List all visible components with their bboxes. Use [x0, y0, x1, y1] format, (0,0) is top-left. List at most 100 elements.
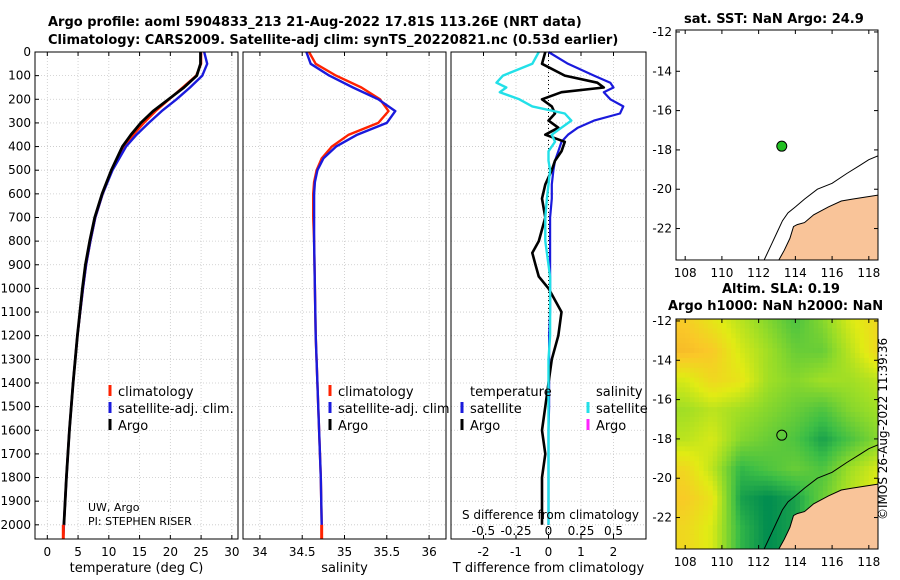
heatmap-cell: [694, 416, 700, 422]
heatmap-cell: [868, 460, 875, 467]
heatmap-cell: [767, 322, 774, 329]
shelf-contour: [763, 155, 878, 260]
heatmap-cell: [698, 347, 705, 354]
heatmap-cell: [685, 411, 691, 417]
depth-tick-label: 700: [8, 210, 31, 224]
heatmap-cell: [676, 421, 682, 427]
heatmap-cell: [721, 445, 728, 452]
heatmap-cell: [735, 455, 741, 462]
heatmap-cell: [685, 416, 691, 422]
heatmap-cell: [721, 391, 728, 398]
heatmap-cell: [735, 539, 741, 545]
heatmap-cell: [873, 426, 878, 432]
heatmap-cell: [864, 450, 870, 457]
heatmap-cell: [726, 386, 732, 393]
heatmap-cell: [703, 342, 709, 349]
heatmap-cell: [735, 416, 741, 422]
heatmap-cell: [726, 327, 732, 334]
heatmap-cell: [795, 342, 801, 349]
heatmap-cell: [850, 381, 856, 388]
heatmap-cell: [708, 376, 714, 383]
heatmap-cell: [845, 421, 852, 427]
heatmap-cell: [772, 376, 778, 383]
heatmap-cell: [781, 357, 787, 363]
heatmap-cell: [680, 352, 686, 358]
heatmap-cell: [708, 480, 714, 486]
heatmap-cell: [772, 544, 778, 549]
heatmap-cell: [726, 431, 732, 437]
heatmap-cell: [680, 362, 686, 368]
heatmap-cell: [689, 352, 695, 358]
heatmap-cell: [767, 357, 774, 363]
heatmap-cell: [795, 347, 801, 354]
heatmap-cell: [813, 337, 819, 344]
heatmap-cell: [703, 475, 709, 481]
heatmap-cell: [735, 362, 741, 368]
heatmap-cell: [758, 319, 764, 324]
heatmap-cell: [735, 357, 741, 363]
heatmap-cell: [740, 440, 746, 447]
heatmap-cell: [827, 401, 833, 408]
series-line-salinity-satellite: [495, 51, 573, 525]
heatmap-cell: [836, 396, 842, 403]
heatmap-cell: [721, 499, 728, 506]
heatmap-cell: [717, 465, 723, 471]
heatmap-cell: [744, 347, 751, 354]
heatmap-cell: [832, 445, 838, 452]
heatmap-cell: [689, 411, 695, 417]
heatmap-cell: [708, 524, 714, 530]
figure-title-line-2: Climatology: CARS2009. Satellite-adj cli…: [48, 33, 619, 48]
heatmap-cell: [799, 494, 806, 501]
heatmap-cell: [708, 529, 714, 535]
heatmap-cell: [855, 322, 861, 329]
heatmap-cell: [804, 490, 810, 496]
heatmap-cell: [726, 539, 732, 545]
heatmap-cell: [763, 465, 769, 471]
heatmap-cell: [717, 406, 723, 412]
heatmap-cell: [813, 480, 819, 486]
heatmap-cell: [799, 411, 806, 417]
heatmap-cell: [740, 514, 746, 521]
heatmap-cell: [731, 440, 737, 447]
heatmap-cell: [676, 480, 682, 486]
heatmap-cell: [703, 352, 709, 358]
heatmap-cell: [744, 470, 751, 476]
heatmap-cell: [749, 431, 755, 437]
heatmap-cell: [804, 445, 810, 452]
heatmap-cell: [845, 367, 852, 373]
heatmap-cell: [799, 376, 806, 383]
heatmap-cell: [836, 406, 842, 412]
heatmap-cell: [708, 504, 714, 511]
heatmap-cell: [777, 367, 783, 373]
heatmap-cell: [809, 391, 815, 398]
heatmap-cell: [749, 352, 755, 358]
heatmap-cell: [864, 426, 870, 432]
heatmap-cell: [859, 396, 865, 403]
heatmap-cell: [790, 357, 796, 363]
heatmap-cell: [726, 509, 732, 516]
heatmap-cell: [726, 494, 732, 501]
series-line-Argo: [62, 52, 202, 525]
heatmap-cell: [813, 352, 819, 358]
heatmap-cell: [749, 490, 755, 496]
heatmap-cell: [763, 367, 769, 373]
heatmap-cell: [740, 332, 746, 339]
heatmap-cell: [689, 470, 695, 476]
heatmap-cell: [832, 465, 838, 471]
heatmap-cell: [850, 362, 856, 368]
heatmap-cell: [726, 455, 732, 462]
heatmap-cell: [698, 322, 705, 329]
heatmap-cell: [758, 465, 764, 471]
heatmap-cell: [731, 327, 737, 334]
heatmap-cell: [694, 539, 700, 545]
heatmap-cell: [795, 337, 801, 344]
heatmap-cell: [698, 470, 705, 476]
heatmap-cell: [731, 347, 737, 354]
heatmap-cell: [813, 494, 819, 501]
heatmap-cell: [744, 544, 751, 549]
heatmap-cell: [781, 445, 787, 452]
heatmap-cell: [676, 450, 682, 457]
heatmap-cell: [809, 319, 815, 324]
heatmap-cell: [777, 347, 783, 354]
heatmap-cell: [735, 435, 741, 442]
